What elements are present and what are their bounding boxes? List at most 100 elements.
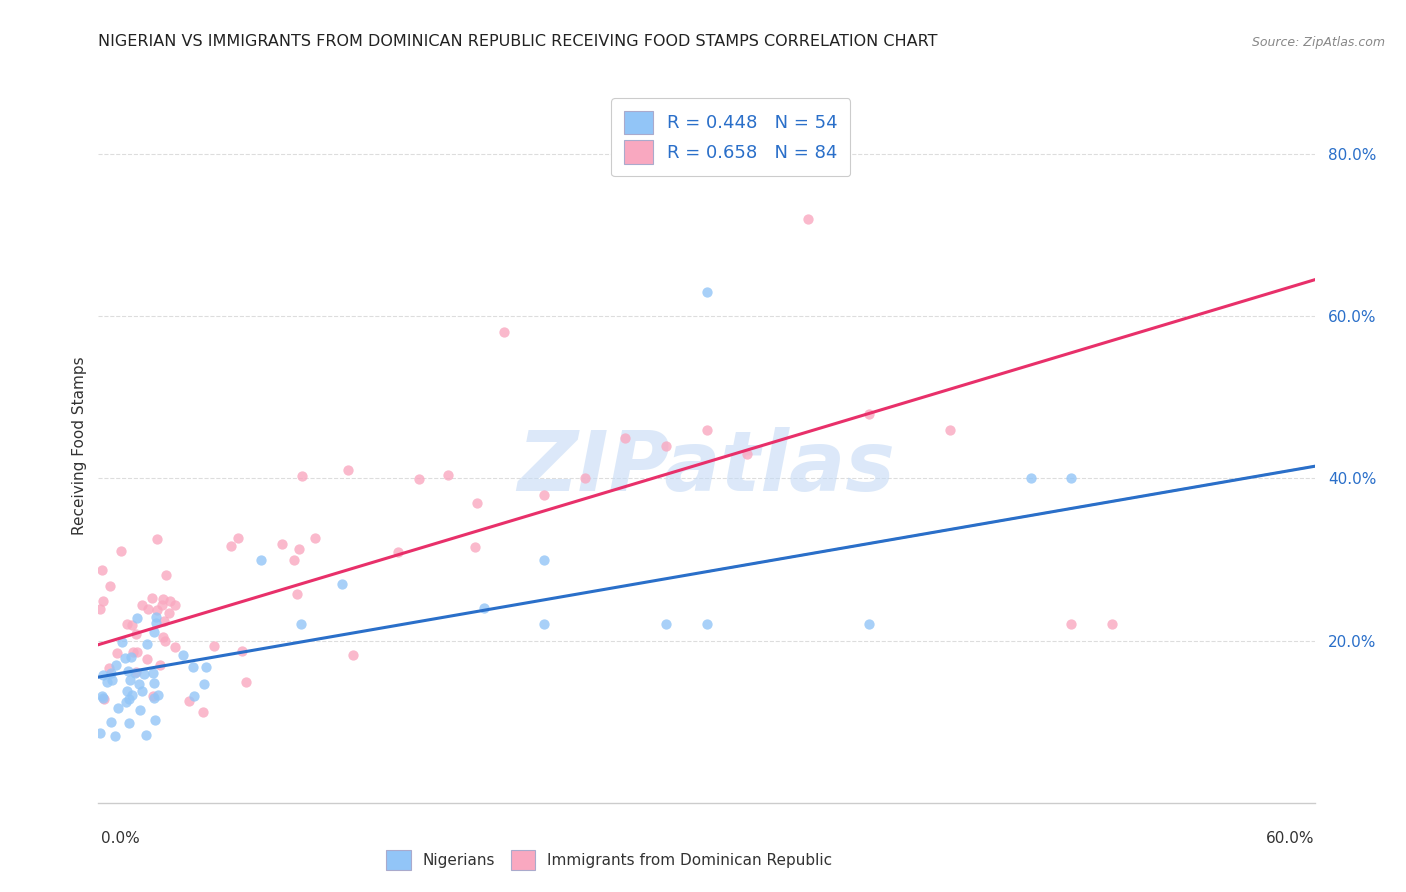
Point [149, 657, 172, 672]
Text: 60.0%: 60.0% [1267, 831, 1315, 847]
Point [121, 689, 143, 703]
Point [152, 591, 174, 606]
Point [472, 601, 495, 615]
Point [163, 599, 186, 613]
Point [146, 689, 169, 703]
Point [858, 617, 880, 632]
Point [533, 488, 555, 502]
Point [120, 673, 142, 688]
Point [231, 644, 253, 658]
Point [193, 677, 215, 691]
Point [172, 648, 194, 663]
Point [142, 624, 165, 639]
Point [110, 634, 132, 648]
Point [153, 634, 176, 648]
Point [291, 468, 314, 483]
Point [115, 695, 138, 709]
Point [939, 423, 962, 437]
Point [1060, 617, 1083, 632]
Text: Source: ZipAtlas.com: Source: ZipAtlas.com [1251, 36, 1385, 49]
Point [228, 531, 250, 545]
Text: NIGERIAN VS IMMIGRANTS FROM DOMINICAN REPUBLIC RECEIVING FOOD STAMPS CORRELATION: NIGERIAN VS IMMIGRANTS FROM DOMINICAN RE… [98, 34, 938, 49]
Point [93, 692, 115, 706]
Point [100, 714, 122, 729]
Point [191, 705, 214, 719]
Point [283, 553, 305, 567]
Point [142, 665, 165, 680]
Point [118, 692, 141, 706]
Point [142, 689, 165, 703]
Point [142, 675, 165, 690]
Point [464, 540, 486, 554]
Point [195, 660, 218, 674]
Point [132, 667, 155, 681]
Point [117, 664, 139, 678]
Point [125, 611, 148, 625]
Legend: Nigerians, Immigrants from Dominican Republic: Nigerians, Immigrants from Dominican Rep… [378, 842, 839, 877]
Point [136, 637, 159, 651]
Point [179, 694, 201, 708]
Point [101, 673, 124, 687]
Point [114, 651, 136, 665]
Point [202, 640, 225, 654]
Y-axis label: Receiving Food Stamps: Receiving Food Stamps [72, 357, 87, 535]
Point [159, 594, 181, 608]
Point [143, 713, 166, 727]
Point [696, 617, 718, 632]
Point [249, 552, 271, 566]
Point [1101, 617, 1123, 632]
Point [1019, 471, 1042, 485]
Point [120, 649, 142, 664]
Point [155, 568, 177, 582]
Point [91, 594, 114, 608]
Point [145, 609, 167, 624]
Point [131, 598, 153, 612]
Point [107, 701, 129, 715]
Point [271, 537, 294, 551]
Point [655, 617, 678, 632]
Point [104, 729, 127, 743]
Point [141, 591, 163, 606]
Point [387, 545, 409, 559]
Point [115, 684, 138, 698]
Point [437, 468, 460, 483]
Point [128, 677, 150, 691]
Text: 0.0%: 0.0% [101, 831, 141, 847]
Point [91, 690, 114, 704]
Point [89, 602, 111, 616]
Point [98, 579, 121, 593]
Point [136, 602, 159, 616]
Point [696, 423, 718, 437]
Point [145, 603, 167, 617]
Point [90, 563, 112, 577]
Point [342, 648, 364, 662]
Point [121, 617, 143, 632]
Point [105, 646, 128, 660]
Point [128, 703, 150, 717]
Point [492, 326, 515, 340]
Point [304, 531, 326, 545]
Point [100, 665, 122, 680]
Point [235, 675, 257, 690]
Text: ZIPatlas: ZIPatlas [517, 427, 896, 508]
Point [337, 463, 360, 477]
Point [735, 447, 758, 461]
Point [135, 729, 157, 743]
Point [163, 640, 186, 654]
Point [533, 552, 555, 566]
Point [150, 598, 173, 612]
Point [290, 617, 312, 632]
Point [1060, 471, 1083, 485]
Point [125, 627, 148, 641]
Point [91, 691, 114, 706]
Point [330, 577, 353, 591]
Point [104, 658, 127, 673]
Point [614, 431, 637, 445]
Point [146, 532, 169, 546]
Point [221, 539, 243, 553]
Point [110, 543, 132, 558]
Point [696, 285, 718, 299]
Point [89, 726, 111, 740]
Point [152, 630, 174, 644]
Point [117, 616, 139, 631]
